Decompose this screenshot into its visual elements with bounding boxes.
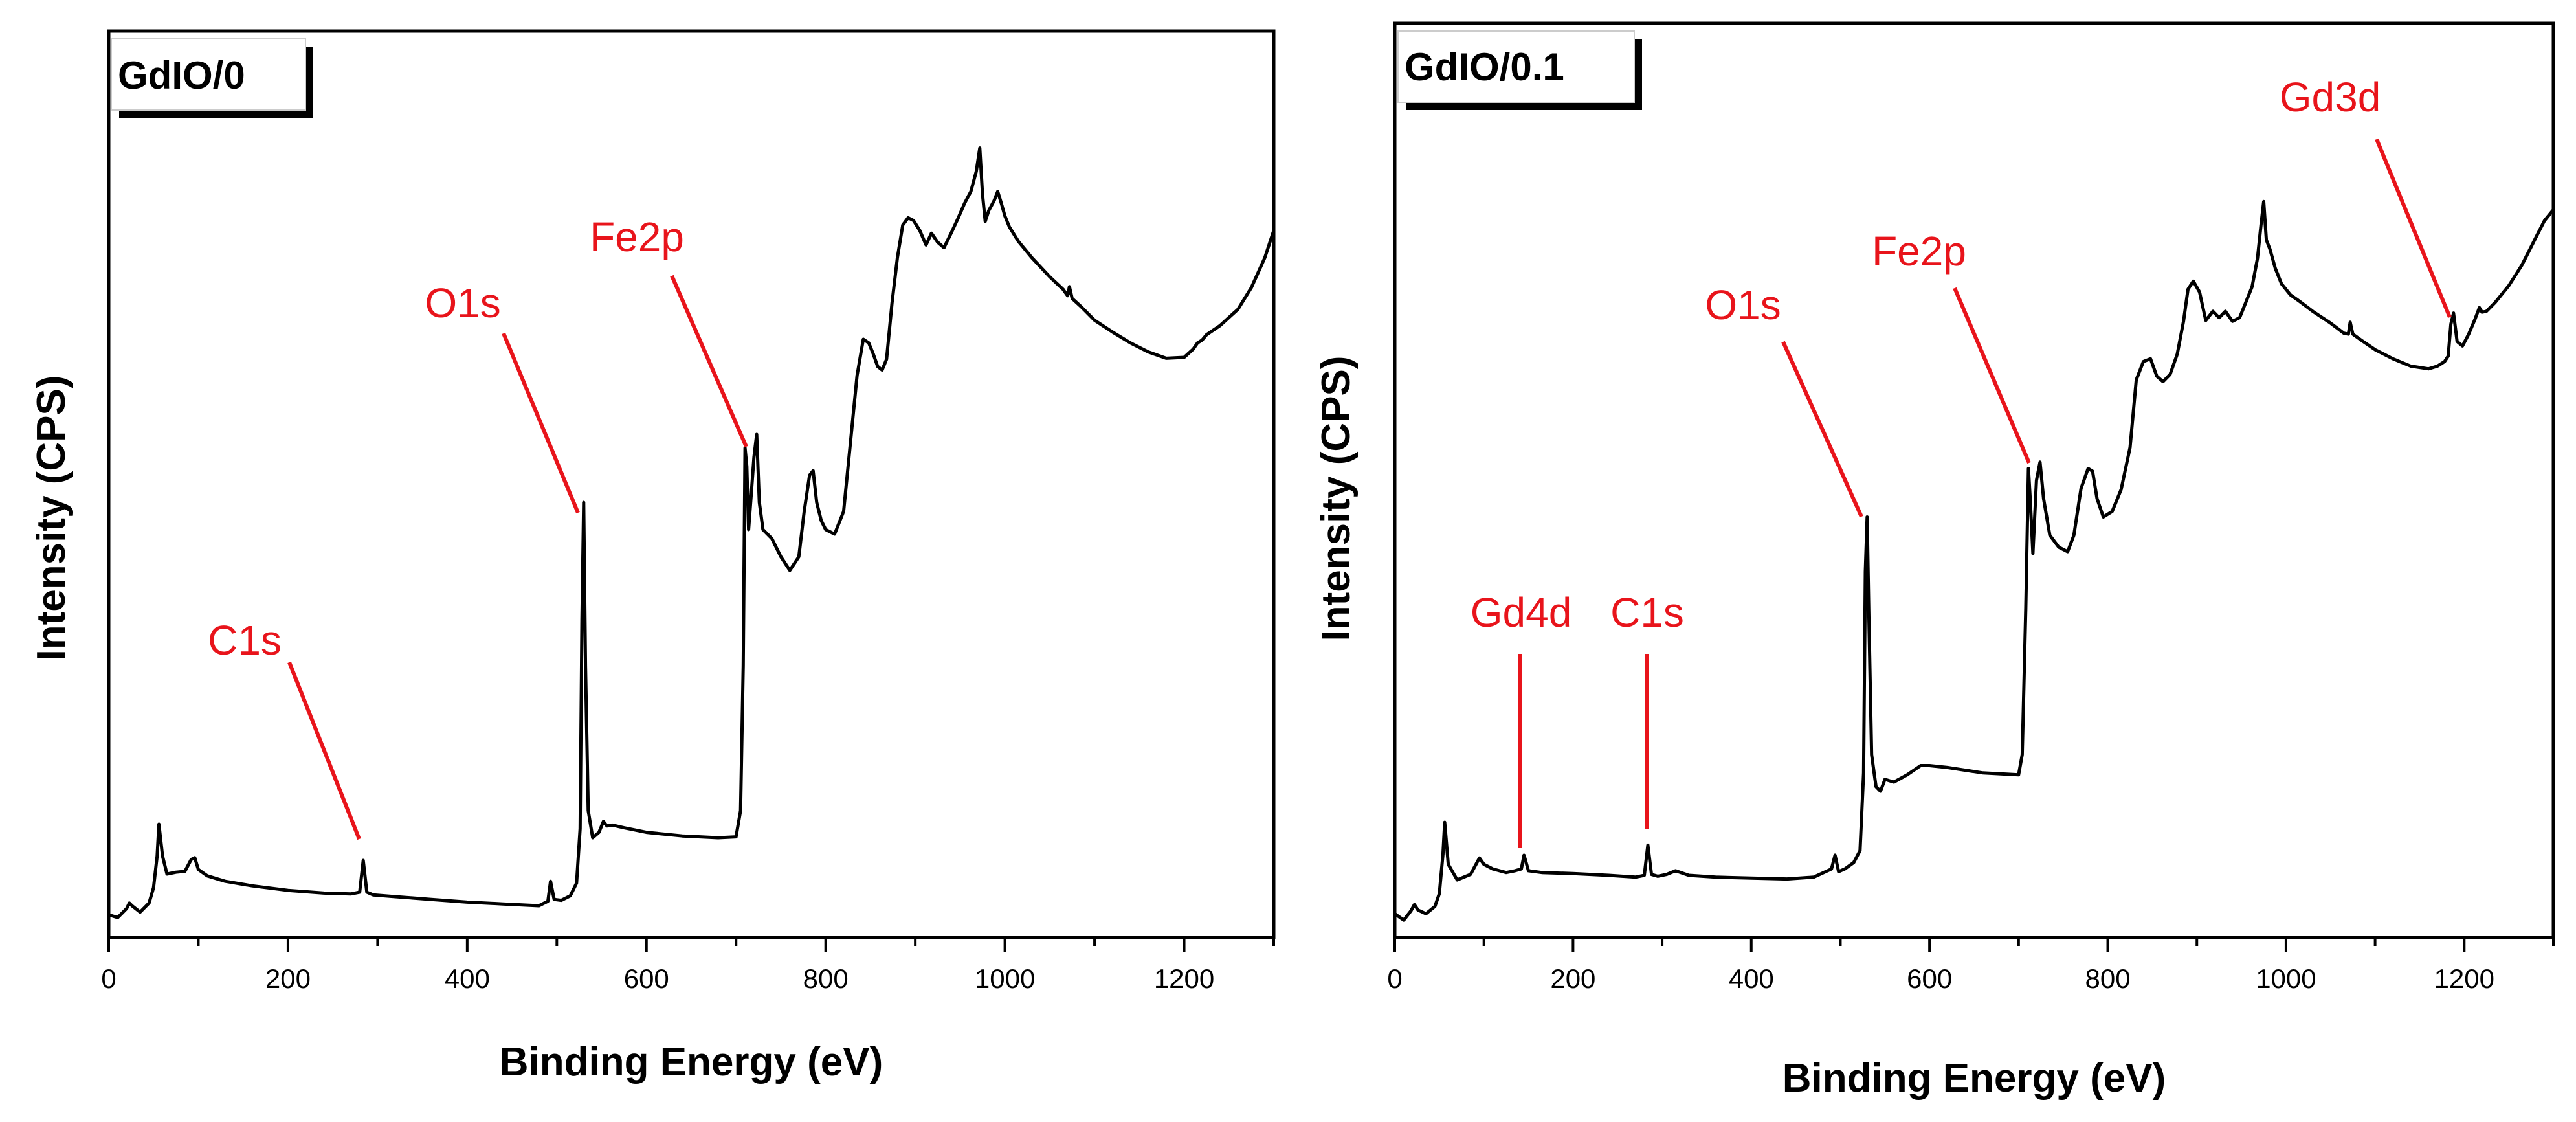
annotation-o1s: O1s	[425, 280, 500, 326]
sample-label: GdIO/0	[118, 54, 245, 97]
x-tick-label: 0	[1387, 963, 1402, 994]
x-tick-label: 800	[803, 963, 849, 994]
x-axis: 0 200 400 600 800 1000 1200	[1387, 937, 2555, 994]
x-tick-label: 600	[624, 963, 669, 994]
sample-label: GdIO/0.1	[1405, 45, 1564, 89]
annotation-c1s: C1s	[208, 617, 282, 664]
annotation-fe2p: Fe2p	[1872, 228, 1966, 275]
x-tick-label: 1200	[2434, 963, 2494, 994]
sample-label-box: GdIO/0	[111, 38, 313, 118]
annotation-o1s: O1s	[1705, 282, 1781, 328]
annotation-c1s: C1s	[1610, 589, 1684, 636]
x-tick-label: 400	[1729, 963, 1774, 994]
sample-label-box: GdIO/0.1	[1397, 30, 1642, 110]
x-axis: 0 200 400 600 800 1000 1200	[101, 937, 1275, 994]
annotation-line-gd3d	[2375, 138, 2452, 319]
panel-gdio-0: 0 200 400 600 800 1000 1200 GdIO/0 Binding Ene…	[29, 29, 1276, 1084]
x-tick-label: 400	[445, 963, 490, 994]
annotation-line-fe2p	[1953, 287, 2031, 464]
x-tick-label: 1000	[2256, 963, 2316, 994]
annotation-line-fe2p	[670, 275, 748, 448]
x-tick-label: 600	[1907, 963, 1952, 994]
x-tick-label: 200	[1550, 963, 1595, 994]
x-axis-label: Binding Energy (eV)	[1782, 1056, 2166, 1101]
annotation-line-o1s	[1781, 341, 1863, 518]
plot-frame	[107, 29, 1276, 939]
x-tick-label: 1200	[1154, 963, 1214, 994]
spectrum-line-gdio-0	[108, 146, 1276, 919]
label-box-frame	[111, 38, 306, 111]
y-axis-label: Intensity (CPS)	[29, 376, 74, 661]
x-tick-label: 200	[265, 963, 311, 994]
annotation-line-o1s	[502, 332, 580, 514]
x-tick-label: 0	[101, 963, 116, 994]
annotation-fe2p: Fe2p	[590, 214, 684, 260]
x-tick-label: 1000	[975, 963, 1035, 994]
annotation-gd4d: Gd4d	[1471, 589, 1572, 636]
annotation-line-c1s	[287, 661, 361, 840]
x-tick-label: 800	[2085, 963, 2130, 994]
spectrum-line-gdio-0-1	[1393, 199, 2555, 922]
x-axis-label: Binding Energy (eV)	[500, 1040, 883, 1084]
label-box-frame	[1397, 30, 1635, 103]
annotation-gd3d: Gd3d	[2280, 74, 2381, 120]
panel-gdio-0-1: 0 200 400 600 800 1000 1200 GdIO/0.1 Binding E…	[1314, 21, 2555, 1101]
y-axis-label: Intensity (CPS)	[1314, 356, 1359, 642]
plot-frame	[1393, 21, 2555, 939]
